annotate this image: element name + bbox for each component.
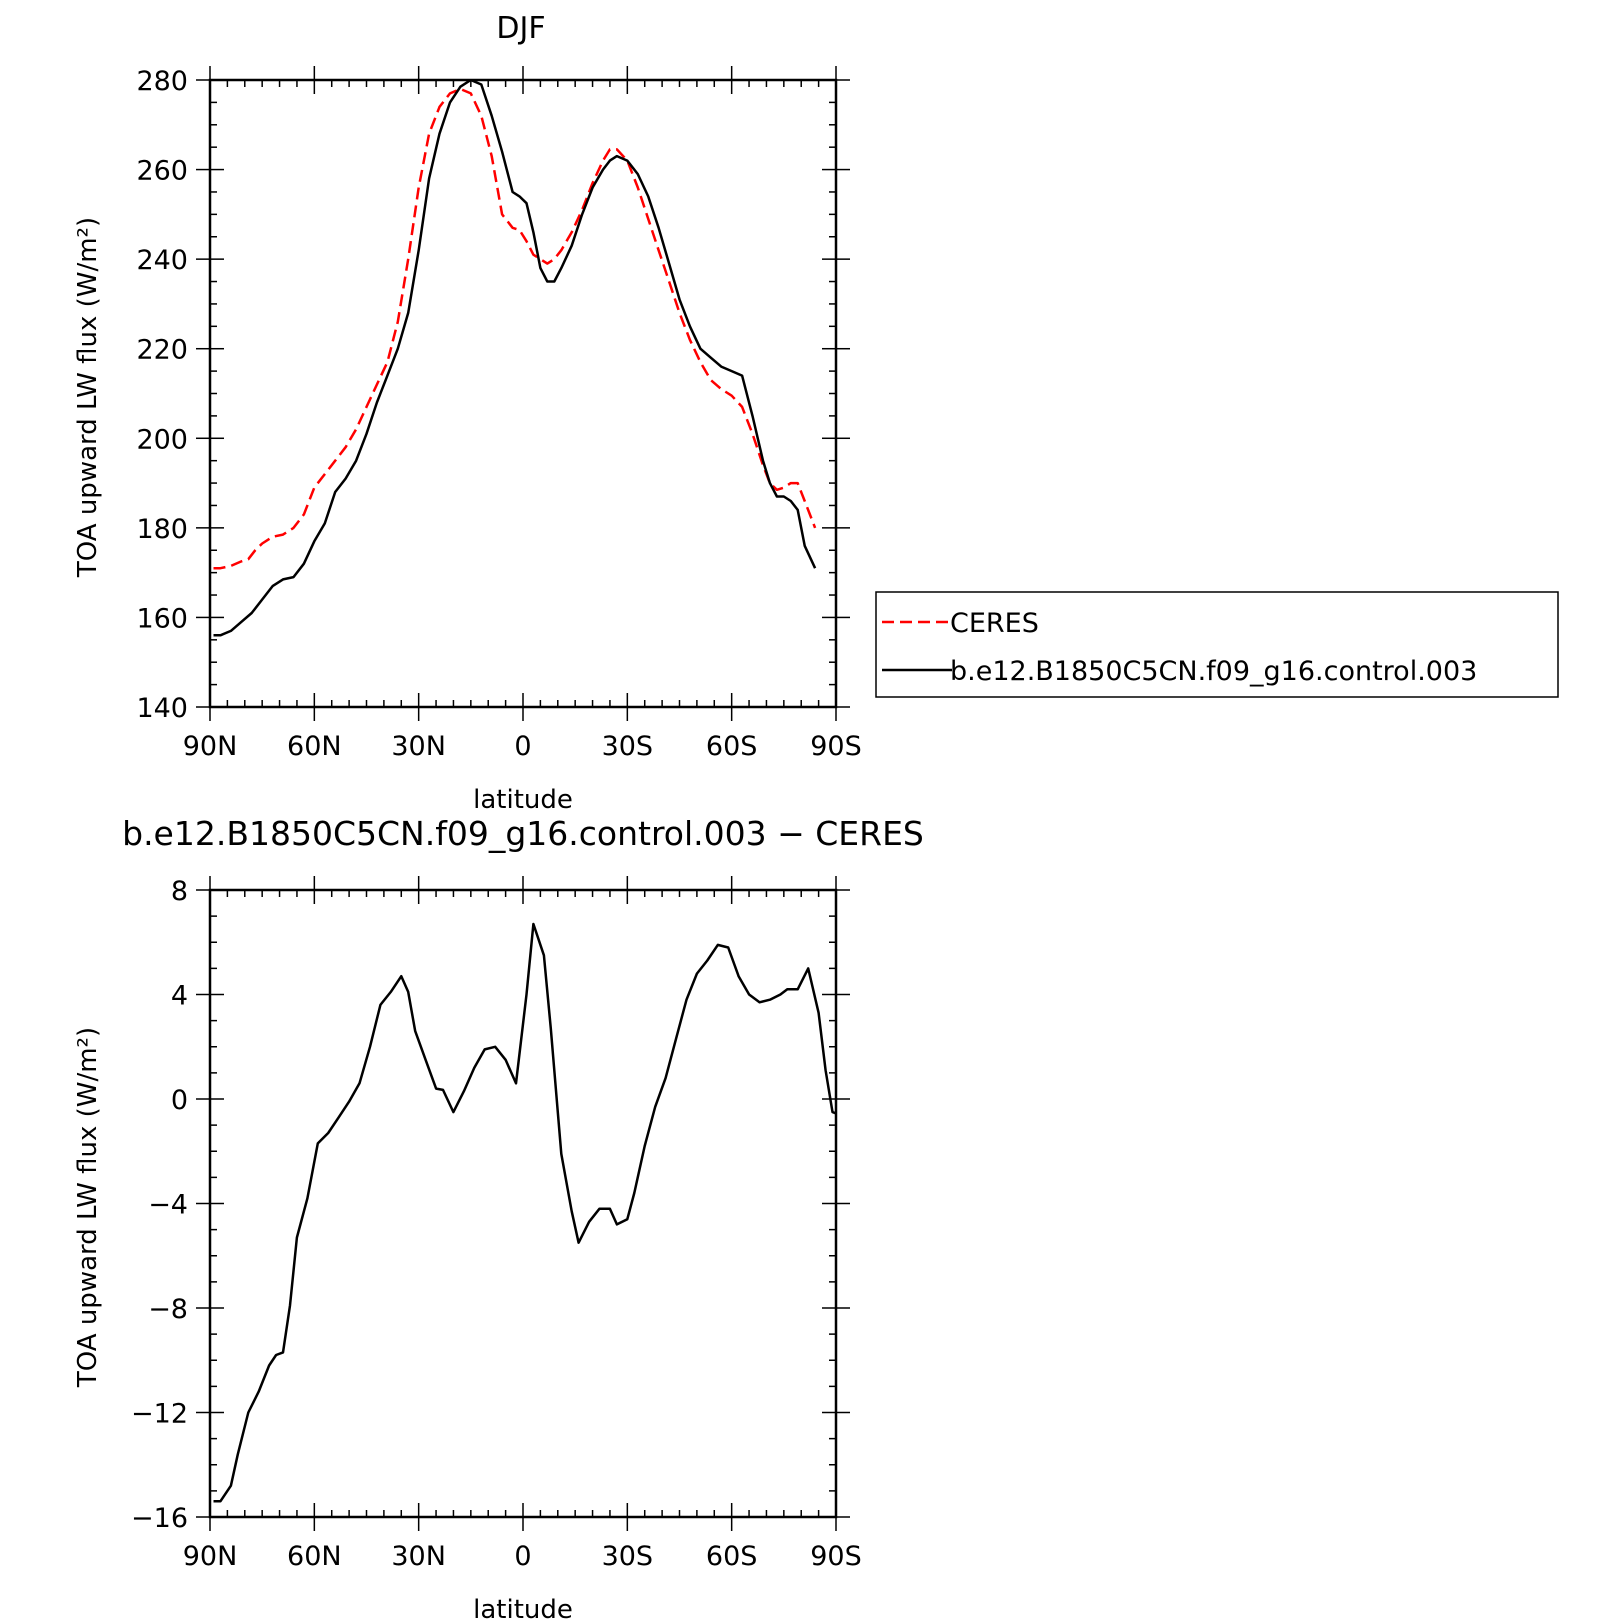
x-tick-label: 90S: [810, 731, 862, 762]
panel-title: b.e12.B1850C5CN.f09_g16.control.003 − CE…: [122, 814, 924, 853]
legend-box: [875, 591, 1559, 698]
legend-label-ceres: CERES: [950, 608, 1039, 639]
y-tick-label: 8: [171, 876, 188, 907]
x-tick-label: 0: [514, 731, 531, 762]
panel-difference: b.e12.B1850C5CN.f09_g16.control.003 − CE…: [73, 814, 924, 1619]
y-tick-label: −4: [148, 1190, 188, 1221]
legend: CERES b.e12.B1850C5CN.f09_g16.control.00…: [875, 591, 1559, 698]
legend-label-model: b.e12.B1850C5CN.f09_g16.control.003: [950, 656, 1477, 687]
x-tick-label: 90N: [183, 1541, 238, 1572]
series-line-difference: [213, 922, 836, 1503]
y-tick-label: 200: [136, 424, 188, 455]
x-tick-label: 30N: [391, 731, 446, 762]
tick-labels: 90N 60N 30N 0 30S 60S 90S −16 −12 −8 −4 0 4 8: [131, 876, 862, 1572]
plot-frame: [208, 78, 838, 709]
plot-frame: [208, 888, 838, 1519]
y-tick-label: 280: [136, 66, 188, 97]
y-tick-label: −12: [131, 1399, 188, 1430]
y-tick-label: 140: [136, 693, 188, 724]
y-tick-label: 160: [136, 603, 188, 634]
x-axis-label: latitude: [473, 785, 573, 815]
y-tick-label: −8: [148, 1294, 188, 1325]
series-line-ceres: [213, 87, 817, 570]
x-tick-label: 0: [514, 1541, 531, 1572]
x-tick-label: 60N: [287, 731, 342, 762]
x-axis-label: latitude: [473, 1595, 573, 1619]
plot-lines: [213, 922, 836, 1503]
y-tick-label: 0: [171, 1085, 188, 1116]
x-tick-label: 30S: [602, 731, 654, 762]
panel-djf: DJF 90N 60N 30N 0 30S 60S 90S 140 160 180 200 220 24…: [73, 11, 1559, 815]
y-axis-label: TOA upward LW flux (W/m²): [73, 217, 103, 578]
x-tick-label: 60S: [706, 731, 758, 762]
plot-lines: [213, 80, 817, 637]
y-tick-label: −16: [131, 1503, 188, 1534]
axis-ticks: [196, 876, 850, 1531]
x-tick-label: 60N: [287, 1541, 342, 1572]
y-tick-label: 260: [136, 156, 188, 187]
x-tick-label: 90S: [810, 1541, 862, 1572]
tick-labels: 90N 60N 30N 0 30S 60S 90S 140 160 180 200 220 240 260…: [136, 66, 861, 762]
y-tick-label: 4: [171, 981, 188, 1012]
x-tick-label: 30N: [391, 1541, 446, 1572]
x-tick-label: 90N: [183, 731, 238, 762]
x-tick-label: 30S: [602, 1541, 654, 1572]
y-tick-label: 240: [136, 245, 188, 276]
y-tick-label: 220: [136, 335, 188, 366]
axis-ticks: [196, 66, 850, 721]
panel-title: DJF: [496, 11, 545, 46]
series-line-b-e12-b1850c5cn-f09-g16-control-003: [213, 80, 817, 637]
x-tick-label: 60S: [706, 1541, 758, 1572]
y-axis-label: TOA upward LW flux (W/m²): [73, 1027, 103, 1388]
y-tick-label: 180: [136, 514, 188, 545]
